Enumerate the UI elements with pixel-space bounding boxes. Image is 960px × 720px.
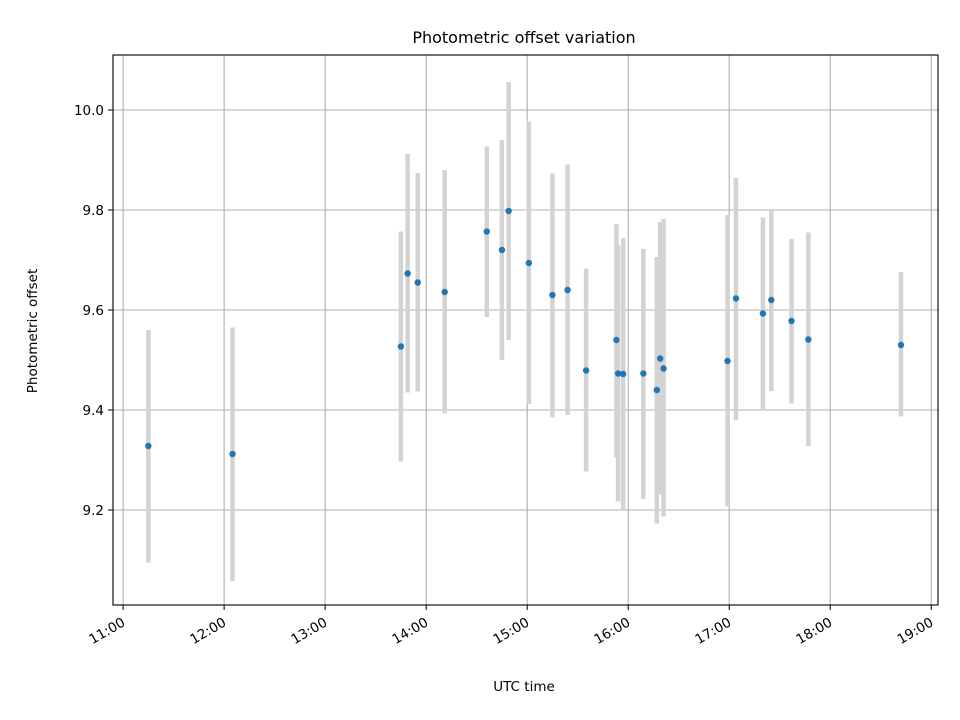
error-bars <box>146 82 904 581</box>
data-point <box>660 365 667 372</box>
x-tick-label: 19:00 <box>895 615 937 648</box>
data-point <box>614 370 622 377</box>
data-point <box>145 442 152 450</box>
plot-frame <box>112 54 939 606</box>
x-axis-ticks: 11:00 12:00 13:00 14:00 15:00 16:00 17:00 18:00… <box>86 605 936 648</box>
x-tick-label: 13:00 <box>288 615 330 648</box>
data-point <box>653 386 661 394</box>
data-point <box>656 355 664 362</box>
data-point <box>498 246 506 254</box>
data-point <box>582 367 590 374</box>
data-point <box>805 336 812 343</box>
data-point <box>724 357 731 365</box>
x-tick-label: 16:00 <box>592 615 634 648</box>
x-tick-label: 14:00 <box>389 615 431 648</box>
data-point <box>441 288 448 296</box>
x-tick-label: 17:00 <box>693 615 735 648</box>
data-point <box>549 291 556 299</box>
x-axis-label: UTC time <box>493 679 555 695</box>
data-point <box>640 370 647 377</box>
data-point <box>397 343 405 350</box>
y-tick-label: 9.6 <box>83 303 104 319</box>
data-point <box>564 286 571 294</box>
x-tick-label: 18:00 <box>794 615 836 648</box>
y-axis-label: Photometric offset <box>25 269 41 393</box>
x-tick-label: 11:00 <box>86 615 128 648</box>
x-tick-label: 15:00 <box>490 615 532 648</box>
y-axis-ticks: 9.2 9.4 9.6 9.8 10.0 <box>74 103 113 519</box>
data-point <box>613 336 620 344</box>
data-point <box>483 228 490 235</box>
data-point <box>619 370 627 378</box>
data-point <box>525 259 533 267</box>
y-tick-label: 10.0 <box>74 103 104 119</box>
y-tick-label: 9.2 <box>83 503 104 519</box>
data-point <box>505 207 512 215</box>
data-point <box>788 317 795 325</box>
y-tick-label: 9.8 <box>83 203 104 219</box>
data-point <box>404 270 411 277</box>
data-point <box>768 296 775 304</box>
data-points <box>145 207 905 458</box>
data-point <box>759 310 767 317</box>
data-point <box>229 450 236 458</box>
y-tick-label: 9.4 <box>83 403 104 419</box>
data-point <box>897 341 905 349</box>
data-point <box>414 279 421 286</box>
chart-title: Photometric offset variation <box>412 28 635 47</box>
grid <box>113 55 938 605</box>
x-tick-label: 12:00 <box>187 615 229 648</box>
data-point <box>732 295 740 302</box>
